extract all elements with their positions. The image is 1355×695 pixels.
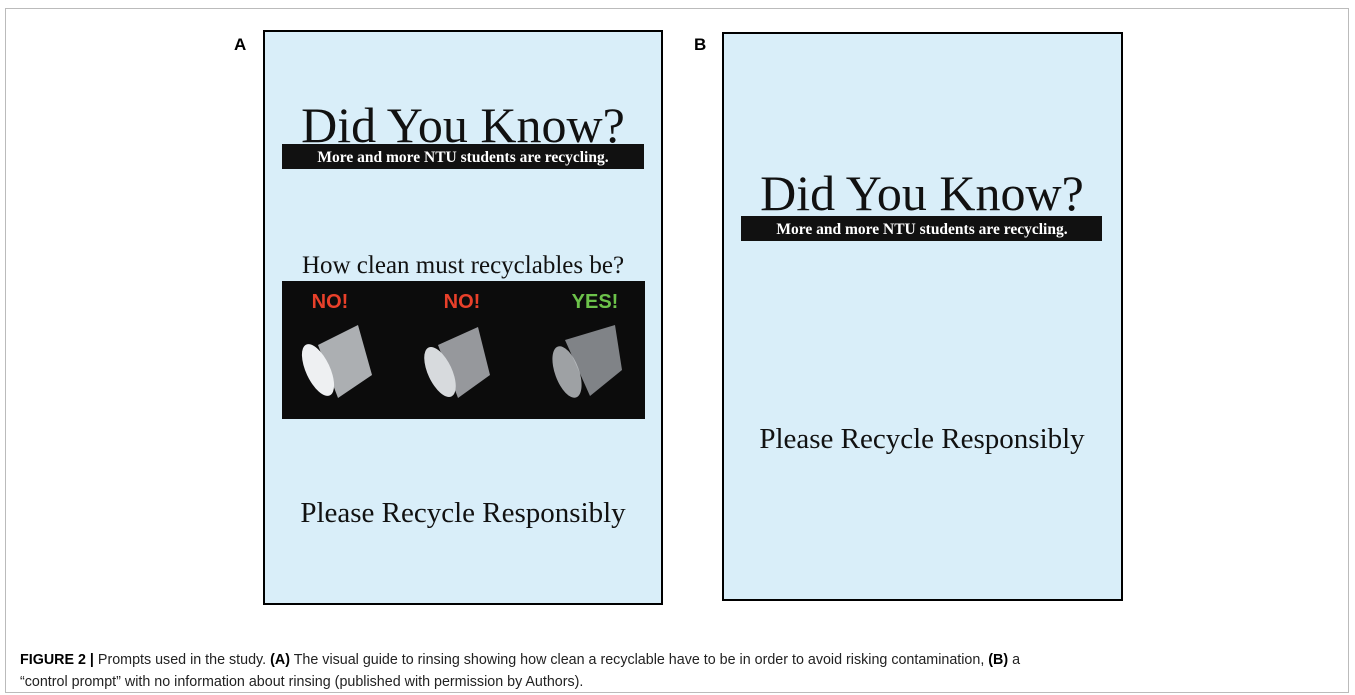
image-label: NO! [312, 291, 349, 313]
caption-lead: Prompts used in the study. [98, 652, 266, 668]
caption-panel-label: (A) [270, 652, 290, 668]
poster-question: How clean must recyclables be? [302, 252, 624, 279]
page: A Did You Know? More and more NTU studen… [0, 0, 1355, 695]
caption-text: The visual guide to rinsing showing how … [294, 652, 985, 668]
poster-footer: Please Recycle Responsibly [759, 423, 1085, 455]
image-label: NO! [444, 291, 481, 313]
poster-subtitle: More and more NTU students are recycling… [776, 221, 1067, 238]
poster [723, 33, 1122, 600]
panel-label: A [234, 35, 246, 54]
cups-photo: NO! NO! YES! [282, 281, 645, 419]
poster-title: Did You Know? [760, 165, 1084, 221]
caption-text: “control prompt” with no information abo… [20, 674, 583, 690]
figure: A Did You Know? More and more NTU studen… [0, 0, 1355, 695]
image-label: YES! [572, 291, 619, 313]
caption-text: a [1012, 652, 1020, 668]
poster-subtitle: More and more NTU students are recycling… [317, 149, 608, 166]
figure-label: FIGURE 2 | [20, 652, 94, 668]
panel-label: B [694, 35, 706, 54]
poster-footer: Please Recycle Responsibly [300, 497, 626, 529]
caption-line: FIGURE 2 | Prompts used in the study. (A… [20, 652, 1020, 668]
figure-border [6, 9, 1349, 693]
caption-panel-label: (B) [988, 652, 1008, 668]
